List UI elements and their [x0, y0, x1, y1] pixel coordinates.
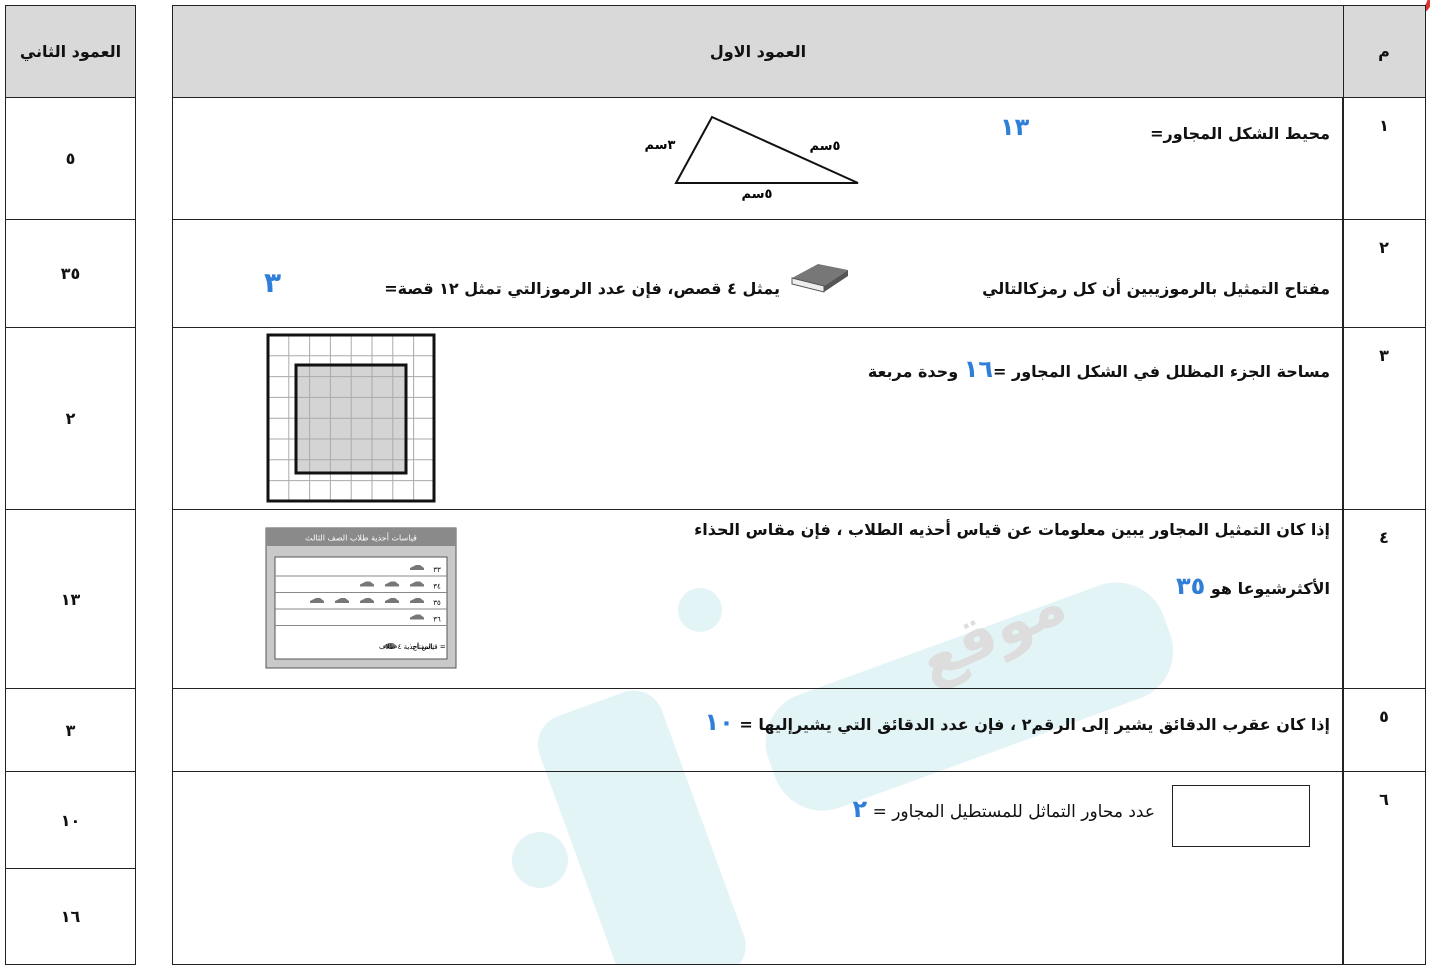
- figure-label: ٥سم: [742, 187, 773, 202]
- left-cell: ٢: [5, 327, 136, 510]
- answer: ١٣: [1000, 113, 1030, 141]
- question: مفتاح التمثيل بالرموزيبين أن كل رمزكالتا…: [982, 279, 1330, 298]
- grid-figure: [266, 333, 436, 503]
- pictograph-key: = قياس أحذية ٤ طلاب: [379, 642, 446, 651]
- row-number: ٣: [1342, 327, 1426, 510]
- figure-label: ٥سم: [810, 139, 841, 154]
- triangle-figure: ٣سم ٥سم ٥سم: [645, 115, 859, 202]
- pictograph: قياسات أحذية طلاب الصف الثالث ٣٣ ٣٤ ٣٥ ٣٦ ال…: [265, 527, 457, 669]
- shoe-icon: [385, 598, 399, 603]
- shoe-icon: [383, 643, 397, 648]
- answer: ٣٥: [1176, 572, 1206, 600]
- question: عدد محاور التماثل للمستطيل المجاور =: [872, 802, 1155, 822]
- answer: ٣: [264, 266, 282, 299]
- question: عدد محاور التماثل للمستطيل المجاور = ٢: [853, 795, 1155, 823]
- question: مساحة الجزء المظلل في الشكل المجاور =١٦ …: [868, 355, 1330, 383]
- question: وحدة مربعة: [867, 362, 959, 381]
- row-cell: [172, 219, 1344, 328]
- number-header: م: [1342, 5, 1426, 98]
- answer: ٢: [852, 795, 868, 823]
- question: إذا كان عقرب الدقائق يشير إلى الرقم٢ ، ف…: [705, 708, 1331, 736]
- shoe-icon: [410, 565, 424, 570]
- shoe-icon: [385, 581, 399, 587]
- pictograph-key: المفتاح:: [412, 643, 435, 651]
- left-cell: ١٦: [5, 868, 136, 965]
- left-header: العمود الثاني: [5, 5, 136, 98]
- row-number: ٢: [1342, 219, 1426, 328]
- logo-watermark: [512, 582, 1174, 964]
- row-cell: [172, 771, 1344, 965]
- shoe-icon: [410, 581, 424, 587]
- row-number: ٦: [1342, 771, 1426, 965]
- rectangle-figure: [1172, 785, 1310, 847]
- shoe-icon: [410, 614, 424, 620]
- book-icon: [791, 264, 848, 293]
- row-number: ٤: [1342, 509, 1426, 689]
- pictograph-category: ٣٣: [433, 566, 441, 574]
- question: مساحة الجزء المظلل في الشكل المجاور =: [993, 362, 1330, 381]
- question: إذا كان التمثيل المجاور يبين معلومات عن …: [694, 520, 1330, 539]
- question: محيط الشكل المجاور=: [1150, 124, 1330, 143]
- grid-border: [266, 333, 436, 503]
- question: إذا كان عقرب الدقائق يشير إلى الرقم٢ ، ف…: [739, 715, 1330, 734]
- answer: ١٦: [963, 355, 994, 383]
- column-header: العمود الاول: [172, 5, 1344, 98]
- figure-label: ٣سم: [645, 138, 676, 153]
- shoe-icon: [360, 598, 374, 603]
- question: يمثل ٤ قصص، فإن عدد الرموزالتي تمثل ١٢ ق…: [384, 279, 780, 298]
- left-cell: ٣٥: [5, 219, 136, 328]
- left-cell: ١٠: [5, 771, 136, 869]
- question: الأكثرشيوعا هو: [1210, 579, 1330, 598]
- pictograph-category: ٣٦: [433, 616, 441, 624]
- row-number: ٥: [1342, 688, 1426, 772]
- pictograph-title: قياسات أحذية طلاب الصف الثالث: [305, 533, 417, 543]
- left-cell: ١٣: [5, 509, 136, 689]
- answer: ١٠: [704, 708, 734, 736]
- left-cell: ٥: [5, 97, 136, 220]
- shoe-icon: [410, 598, 424, 603]
- triangle: [674, 115, 859, 184]
- left-cell: ٣: [5, 688, 136, 772]
- shaded-square: [294, 363, 408, 475]
- question: الأكثرشيوعا هو ٣٥: [1176, 572, 1330, 600]
- shoe-icon: [310, 598, 324, 603]
- pictograph-category: ٣٤: [433, 583, 441, 591]
- row-number: ١: [1342, 97, 1426, 220]
- shoe-icon: [335, 598, 349, 603]
- shoe-icon: [360, 581, 374, 587]
- pictograph-category: ٣٥: [433, 599, 441, 607]
